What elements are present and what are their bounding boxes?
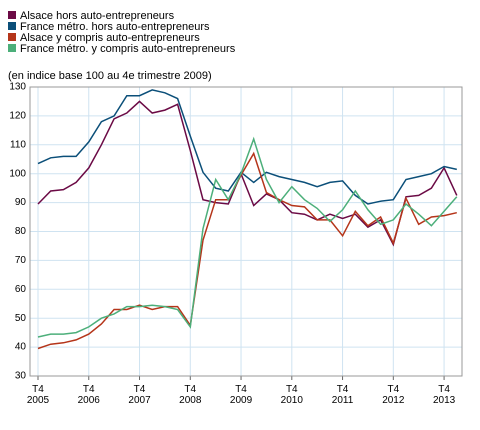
y-tick-label: 80 xyxy=(15,226,27,237)
y-tick-label: 30 xyxy=(15,371,27,382)
legend-swatch xyxy=(8,11,16,19)
y-tick-label: 50 xyxy=(15,313,27,324)
legend-label: Alsace y compris auto-entrepreneurs xyxy=(20,32,200,44)
y-tick-label: 60 xyxy=(15,284,27,295)
y-tick-label: 130 xyxy=(9,82,26,93)
x-tick-label: T4 2011 xyxy=(331,384,354,406)
y-tick-label: 100 xyxy=(9,168,26,179)
legend-swatch xyxy=(8,22,16,30)
x-tick-label: T4 2005 xyxy=(26,384,50,406)
series-line xyxy=(37,89,457,205)
legend-item: France métro. y compris auto-entrepreneu… xyxy=(8,43,235,55)
plot-border xyxy=(29,86,463,377)
x-tick-label: T4 2013 xyxy=(432,384,456,406)
y-tick-label: 120 xyxy=(9,111,26,122)
y-tick-label: 110 xyxy=(10,139,26,150)
y-tick-label: 40 xyxy=(15,342,27,353)
y-tick-label: 70 xyxy=(15,255,27,266)
x-tick-label: T4 2006 xyxy=(77,384,100,406)
legend-item: Alsace y compris auto-entrepreneurs xyxy=(8,32,200,44)
series-line xyxy=(37,100,458,247)
legend-swatch xyxy=(8,33,16,41)
series-line xyxy=(37,136,458,338)
y-tick-label: 90 xyxy=(15,197,27,208)
x-tick-label: T4 2007 xyxy=(128,384,151,406)
x-tick-label: T4 2012 xyxy=(382,384,405,406)
legend-swatch xyxy=(8,44,16,52)
legend-label: Alsace hors auto-entrepreneurs xyxy=(20,10,175,22)
legend-item: Alsace hors auto-entrepreneurs xyxy=(8,10,174,22)
chart-subtitle: (en indice base 100 au 4e trimestre 2009… xyxy=(8,70,212,82)
legend-label: France métro. y compris auto-entrepreneu… xyxy=(20,43,236,55)
x-tick-label: T4 2010 xyxy=(280,384,303,406)
x-tick-label: T4 2009 xyxy=(229,384,253,406)
x-tick-label: T4 2008 xyxy=(179,384,202,406)
legend-item: France métro. hors auto-entrepreneurs xyxy=(8,21,210,33)
legend-label: France métro. hors auto-entrepreneurs xyxy=(20,21,210,33)
